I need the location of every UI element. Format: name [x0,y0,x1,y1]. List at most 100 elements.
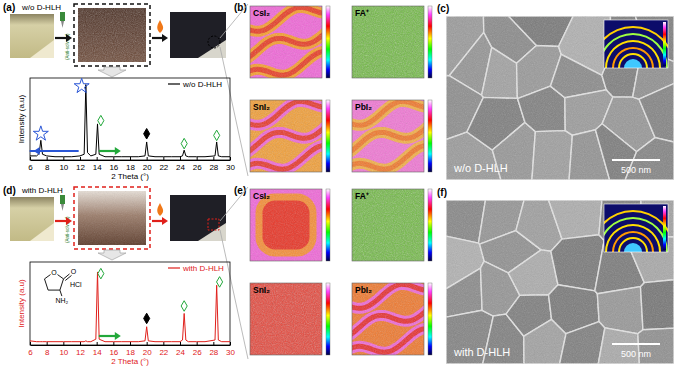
tick: 14 [93,157,102,172]
tick: 6 [28,342,33,357]
tick-mark [197,157,198,160]
panel-label: (c) [437,3,449,14]
flame-icon [157,203,163,216]
tick-mark [80,342,81,345]
inset-colorbar [663,206,666,250]
x-axis-title: 2 Theta (°) [111,357,149,366]
giwaxs-inset [604,204,668,252]
tick: 10 [59,157,68,172]
peak-marker [144,313,150,324]
x-axis-title: 2 Theta (°) [111,172,149,181]
tick: 16 [109,342,118,357]
map-frame [250,100,322,172]
map-colorbar [428,6,432,78]
tick-mark [213,157,214,160]
zoom-arrow [98,250,126,260]
tick-mark [130,157,131,160]
tick: 12 [76,342,85,357]
map-colorbar [326,189,330,261]
map-colorbar [326,283,330,355]
tick-label: 6 [28,163,33,172]
panel-label: (a) [3,2,15,13]
tick-label: 30 [226,348,235,357]
inset-frame [604,20,668,68]
eds-map [352,6,424,78]
map-label: FA⁺ [355,8,369,18]
tick: 24 [176,342,185,357]
sem-base [446,16,674,180]
photo-texture [78,8,146,62]
map-frame [250,189,322,261]
peak-marker [74,78,89,92]
scale-bar [612,343,660,345]
sem-label: w/o D-HLH [453,162,508,174]
tick-mark [113,157,114,160]
process-arrow-head [66,217,72,225]
tick: 26 [193,342,202,357]
peak-marker [33,126,48,140]
tick-mark [63,342,64,345]
map-base [250,189,322,261]
shift-arrow-head [115,332,121,340]
figure-canvas: (a)(b)(c)(d)(e)(f)w/o D-HLH(Anti-solvent… [0,0,676,366]
tick-mark [97,342,98,345]
legend-label: with D-HLH [182,264,224,273]
map-noise [250,6,322,78]
tick-label: 16 [109,163,118,172]
tick-label: 22 [159,348,168,357]
sem-image [446,200,674,364]
tick-label: 14 [93,163,102,172]
process-arrow-head [66,34,72,42]
photo-substrate-corner [30,40,54,58]
peak-marker [181,301,187,312]
photo-intermediate-film [78,191,146,245]
dropper-tip [61,21,64,28]
tick-mark [213,342,214,345]
scale-bar-label: 500 nm [621,349,651,359]
tick-label: 10 [59,348,68,357]
tick-label: 20 [143,163,152,172]
condition-heading: with D-HLH [21,186,63,195]
inset-ring [624,243,642,252]
inset-ring [604,33,668,68]
panel-label: (e) [234,185,246,196]
tick: 10 [59,342,68,357]
map-colorbar [428,189,432,261]
giwaxs-inset [604,20,668,68]
map-colorbar [428,283,432,355]
eds-map [352,283,424,355]
molecule-atom: O [71,268,77,275]
tick: 22 [159,157,168,172]
tick-mark [197,342,198,345]
photo-substrate-corner [30,223,54,241]
photo-annealed-film [170,195,226,241]
xrd-line [30,85,230,157]
inset-ring [604,210,668,252]
eds-map [250,283,322,355]
tick-mark [113,342,114,345]
tick-mark [80,157,81,160]
map-frame [352,100,424,172]
map-colorbar [428,100,432,172]
eds-map [250,189,322,261]
tick-mark [47,342,48,345]
tick: 12 [76,157,85,172]
scale-bar [612,159,660,161]
dashed-box [74,187,150,249]
sem-noise [446,16,674,180]
map-frame [250,283,322,355]
tick: 6 [28,157,33,172]
map-frame [250,6,322,78]
tick-mark [30,157,31,160]
map-label: SnI₂ [253,102,270,112]
plot-frame [30,78,230,160]
inset-ring [624,59,642,68]
plot-frame [30,262,230,345]
tick-label: 30 [226,163,235,172]
map-base [352,6,424,78]
sem-noise [446,200,674,364]
peak-marker [144,128,150,139]
tick-label: 8 [45,348,50,357]
tick-mark [147,157,148,160]
map-colorbar [326,100,330,172]
